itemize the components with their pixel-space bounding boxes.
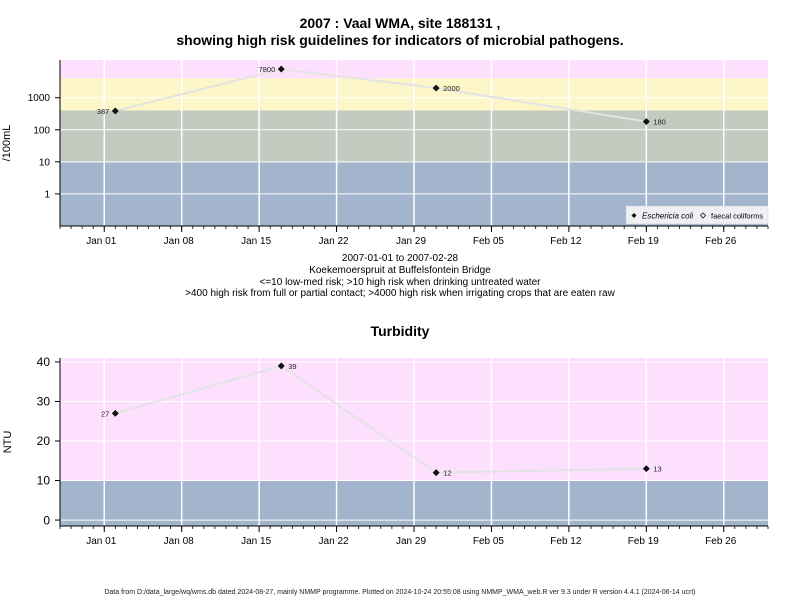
- chart1-caption-site: Koekemoerspruit at Buffelsfontein Bridge: [309, 265, 491, 276]
- chart2-point-2: [432, 469, 440, 477]
- chart1-point-label-1: 7800: [259, 65, 276, 74]
- chart2-ytick-label-4: 40: [37, 355, 51, 369]
- chart1-xtick-label-2: Jan 15: [241, 236, 271, 247]
- chart2-point-label-1: 39: [288, 362, 296, 371]
- legend-label-ecoli: Eschericia coli: [642, 212, 693, 221]
- chart1-point-3: [642, 118, 650, 126]
- footer-note: Data from D:/data_large/wq/wms.db dated …: [104, 589, 696, 596]
- chart2-ytick-label-1: 10: [37, 474, 51, 488]
- chart1-ytick-label-1: 10: [39, 157, 51, 168]
- chart2-ytick-label-3: 30: [37, 395, 51, 409]
- chart2-ylabel: NTU: [2, 431, 14, 454]
- chart1-ytick-label-3: 1000: [28, 93, 51, 104]
- chart2-title: Turbidity: [370, 323, 430, 339]
- chart1-point-label-2: 2000: [443, 84, 460, 93]
- chart1-xtick-label-5: Feb 05: [473, 236, 505, 247]
- chart2-point-1: [277, 362, 285, 370]
- chart2-xtick-label-6: Feb 12: [550, 536, 582, 547]
- chart2-xtick-label-8: Feb 26: [705, 536, 737, 547]
- chart1-caption-guideline-2: >400 high risk from full or partial cont…: [185, 288, 615, 299]
- chart1-xtick-label-4: Jan 29: [396, 236, 426, 247]
- chart1-point-label-3: 180: [653, 118, 666, 127]
- chart1-title-line1: 2007 : Vaal WMA, site 188131 ,: [299, 15, 501, 31]
- legend-box: [625, 205, 769, 225]
- legend-marker-ecoli: [631, 213, 637, 218]
- chart2-point-label-3: 13: [653, 465, 661, 474]
- chart2-series-line: [115, 364, 647, 474]
- chart1-series-line: [115, 68, 647, 123]
- legend-label-faecal: faecal coliforms: [711, 212, 763, 221]
- chart2-xtick-label-1: Jan 08: [164, 536, 194, 547]
- chart2-point-label-0: 27: [101, 409, 109, 418]
- chart2-ytick-label-0: 0: [43, 513, 50, 527]
- chart1-xtick-label-1: Jan 08: [164, 236, 194, 247]
- chart2-xtick-label-4: Jan 29: [396, 536, 426, 547]
- chart1-point-1: [277, 65, 285, 73]
- chart1-point-label-0: 387: [97, 107, 110, 116]
- chart2-ytick-label-2: 20: [37, 434, 51, 448]
- chart1-xtick-label-3: Jan 22: [319, 236, 349, 247]
- chart1-xtick-label-0: Jan 01: [86, 236, 116, 247]
- chart2-xtick-label-2: Jan 15: [241, 536, 271, 547]
- chart1-ytick-label-0: 1: [44, 189, 50, 200]
- chart1-ylabel: /100mL: [1, 125, 13, 162]
- chart2-point-0: [111, 409, 119, 417]
- chart1-xtick-label-6: Feb 12: [550, 236, 582, 247]
- chart2-xtick-label-0: Jan 01: [86, 536, 116, 547]
- chart1-point-2: [432, 84, 440, 92]
- chart2-point-3: [642, 465, 650, 473]
- chart2-xtick-label-7: Feb 19: [628, 536, 660, 547]
- chart1-xtick-label-7: Feb 19: [628, 236, 660, 247]
- chart1-point-0: [111, 107, 119, 115]
- chart1-caption-guideline-1: <=10 low-med risk; >10 high risk when dr…: [259, 277, 541, 288]
- legend-marker-faecal: [699, 212, 707, 219]
- chart1-xtick-label-8: Feb 26: [705, 236, 737, 247]
- chart1-title-line2: showing high risk guidelines for indicat…: [176, 32, 624, 48]
- chart2-xtick-label-5: Feb 05: [473, 536, 505, 547]
- chart2-xtick-label-3: Jan 22: [319, 536, 349, 547]
- chart1-ytick-label-2: 100: [33, 125, 50, 136]
- chart1-caption-dates: 2007-01-01 to 2007-02-28: [341, 253, 459, 264]
- chart2-point-label-2: 12: [443, 469, 451, 478]
